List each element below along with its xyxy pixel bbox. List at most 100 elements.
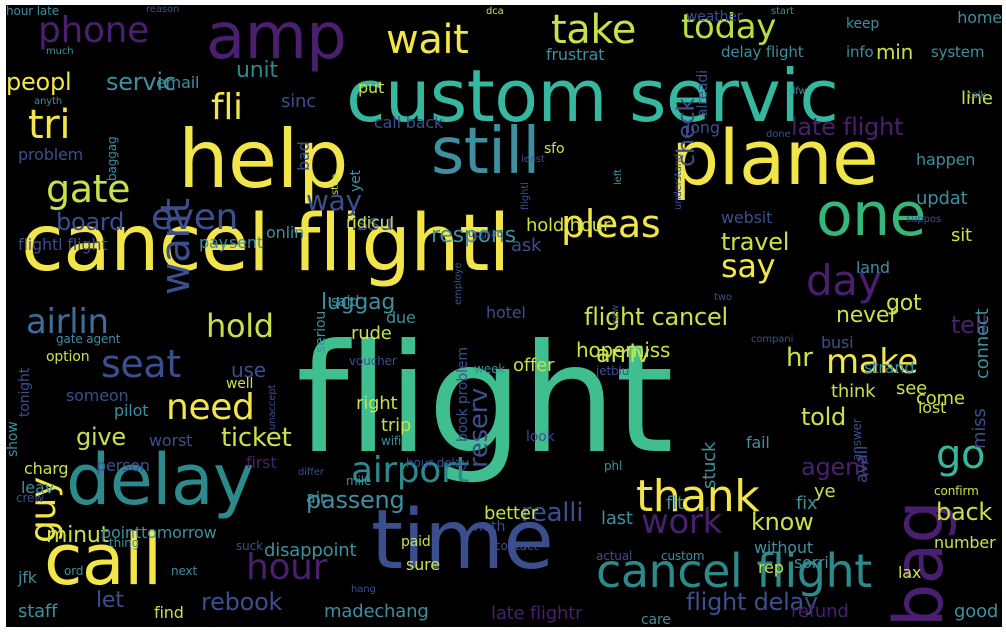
word-seat: seat: [101, 342, 181, 386]
word-offer: offer: [513, 355, 555, 376]
word-let: let: [96, 588, 124, 613]
word-way: way: [306, 184, 362, 217]
word-plane: plane: [671, 113, 879, 202]
word-come: come: [916, 388, 965, 409]
word-disappoint: disappoint: [264, 540, 357, 561]
word-busi: busi: [821, 333, 854, 352]
word-hour-late: hour late: [6, 5, 59, 18]
word-someon: someon: [66, 386, 129, 405]
word-still: still: [431, 115, 540, 189]
word-keep: keep: [846, 16, 880, 32]
word-call: call: [44, 519, 162, 601]
word-cloud-canvas: flight cancel flightl custom servic help pla…: [6, 5, 1002, 627]
word-miss: miss: [969, 408, 990, 449]
word-ord: ord: [64, 564, 84, 578]
word-system: system: [931, 43, 985, 61]
word-land: land: [856, 258, 890, 277]
word-ye: ye: [814, 481, 836, 502]
word-wait: wait: [386, 17, 469, 63]
word-go: go: [936, 432, 986, 478]
word-leav: leav: [21, 478, 54, 497]
word-flightl-flight: flightl flight: [18, 235, 108, 254]
word-hold: hold: [206, 307, 274, 345]
word-book-problem: book problem: [455, 347, 471, 442]
word-agent: agent: [801, 453, 870, 481]
word-ridicul: ridicul: [346, 213, 394, 232]
word-pleas: pleas: [561, 202, 661, 246]
word-suppos: suppos: [906, 214, 941, 225]
word-today: today: [681, 7, 776, 47]
word-mile: mile: [346, 474, 372, 488]
word-yet: yet: [348, 170, 364, 192]
word-respons: respons: [431, 223, 516, 248]
word-late-flightr: late flightr: [491, 603, 583, 624]
word-pay: pay: [199, 233, 228, 252]
word-rebook: rebook: [201, 588, 283, 616]
word-see: see: [896, 378, 927, 399]
word-need: need: [166, 387, 255, 428]
word-airport: airport: [351, 450, 470, 491]
word-reason: reason: [146, 5, 180, 15]
word-sorri: sorri: [794, 553, 829, 572]
word-well: well: [226, 376, 254, 392]
word-thing: thing: [109, 536, 140, 550]
word-talk: talk: [968, 90, 987, 101]
word-voucher: voucher: [349, 354, 397, 368]
word-care: care: [641, 612, 671, 627]
word-unaccept: unaccept: [267, 384, 278, 430]
word-think: think: [831, 381, 876, 402]
word-worst: worst: [149, 431, 193, 450]
word-sinc: sinc: [281, 91, 316, 112]
word-arriv: arriv: [596, 340, 650, 368]
word-travel: travel: [721, 228, 790, 256]
word-time: time: [371, 493, 554, 588]
word-flight: flight: [296, 313, 674, 487]
word-call-back: call back: [374, 113, 444, 132]
word-sure: sure: [406, 555, 440, 574]
word-stuck: stuck: [699, 441, 720, 489]
word-told: told: [801, 403, 847, 431]
word-work: work: [641, 502, 722, 542]
word-problem: problem: [18, 145, 84, 164]
word-amp: amp: [206, 5, 347, 74]
word-line: line: [961, 88, 993, 109]
word-first: first: [246, 453, 277, 472]
word-lost: lost: [918, 398, 947, 417]
word-info: info: [846, 43, 874, 61]
word-peopl: peopl: [6, 68, 72, 96]
word-good: good: [954, 601, 999, 622]
word-hold-hour: hold hour: [526, 215, 611, 236]
word-least: least: [521, 154, 545, 165]
word-give: give: [76, 423, 126, 451]
word-start: start: [771, 6, 794, 17]
word-hang: hang: [351, 584, 376, 595]
word-madechang: madechang: [324, 601, 429, 622]
word-long: long: [686, 118, 720, 137]
word-said: said: [331, 294, 360, 310]
word-jetblu: jetblu: [596, 364, 630, 378]
word-seriou: seriou: [313, 310, 329, 353]
word-home: home: [957, 8, 1002, 27]
word-email: email: [156, 73, 200, 92]
word-right: right: [356, 393, 398, 414]
word-unit: unit: [236, 58, 278, 83]
word-tonight: tonight: [17, 367, 33, 417]
word-never: never: [836, 303, 898, 328]
word-flight-delay: flight delay: [686, 588, 818, 616]
word-hour-delay: hour delay: [406, 456, 469, 470]
word-suck: suck: [236, 539, 263, 553]
word-fail: fail: [746, 433, 770, 452]
word-sent: sent: [229, 233, 263, 252]
word-got: got: [886, 291, 922, 316]
word-stop: stop: [330, 173, 341, 195]
word-staff: staff: [18, 601, 58, 622]
word-fli: fli: [211, 87, 243, 128]
word-sfo: sfo: [544, 141, 565, 157]
word-rude: rude: [351, 323, 392, 344]
word-weather: weather: [686, 9, 743, 25]
word-websit: websit: [721, 208, 773, 227]
word-baggag: baggag: [105, 136, 119, 181]
word-make: make: [826, 342, 918, 382]
word-minut: minut: [46, 523, 109, 548]
word-rep: rep: [758, 558, 784, 577]
